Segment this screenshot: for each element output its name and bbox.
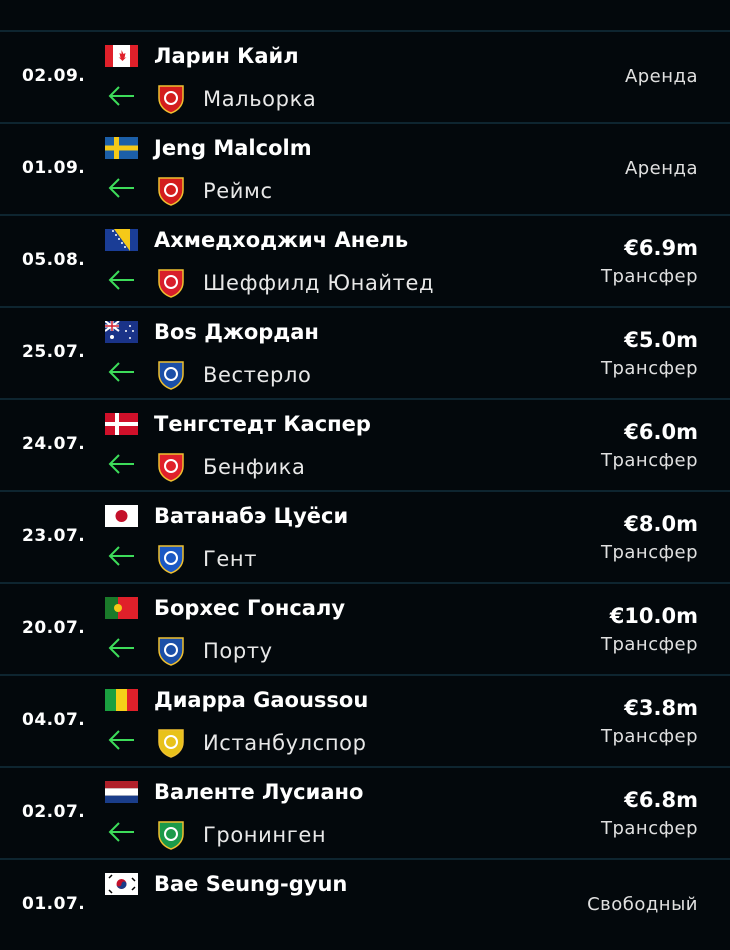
portugal-flag-icon bbox=[105, 597, 138, 619]
club-name[interactable]: Порту bbox=[203, 639, 273, 663]
transfer-row[interactable]: 05.08. Ахмедходжич Анель Шеффилд Юнайтед… bbox=[0, 214, 730, 306]
club-name[interactable]: Реймс bbox=[203, 179, 273, 203]
transfer-date: 20.07. bbox=[22, 618, 86, 638]
transfer-row[interactable]: 25.07. Bos Джордан Вестерло €5.0m Трансфер bbox=[0, 306, 730, 398]
south-korea-flag-icon bbox=[105, 873, 138, 895]
transfer-fee: €6.9m bbox=[624, 236, 698, 260]
club-crest-icon bbox=[158, 85, 184, 114]
transfer-type: Трансфер bbox=[600, 266, 698, 287]
player-name[interactable]: Борхес Гонсалу bbox=[154, 596, 346, 620]
transfer-type: Аренда bbox=[624, 66, 698, 87]
transfer-row[interactable]: 01.07. Bae Seung-gyun Свободный bbox=[0, 858, 730, 950]
transfer-type: Свободный bbox=[587, 894, 698, 915]
arrow-left-icon bbox=[108, 362, 134, 382]
club-name[interactable]: Бенфика bbox=[203, 455, 306, 479]
transfer-date: 25.07. bbox=[22, 342, 86, 362]
transfer-date: 02.07. bbox=[22, 802, 86, 822]
club-crest-icon bbox=[158, 637, 184, 666]
arrow-left-icon bbox=[108, 454, 134, 474]
bosnia-flag-icon bbox=[105, 229, 138, 251]
canada-flag-icon bbox=[105, 45, 138, 67]
transfer-fee: €8.0m bbox=[624, 512, 698, 536]
transfer-row[interactable]: 01.09. Jeng Malcolm Реймс Аренда bbox=[0, 122, 730, 214]
transfer-row[interactable]: 23.07. Ватанабэ Цуёси Гент €8.0m Трансфер bbox=[0, 490, 730, 582]
club-name[interactable]: Мальорка bbox=[203, 87, 317, 111]
transfer-row[interactable]: 20.07. Борхес Гонсалу Порту €10.0m Трансфе… bbox=[0, 582, 730, 674]
club-crest-icon bbox=[158, 177, 184, 206]
transfer-type: Аренда bbox=[624, 158, 698, 179]
transfer-type: Трансфер bbox=[600, 818, 698, 839]
player-name[interactable]: Ватанабэ Цуёси bbox=[154, 504, 349, 528]
club-name[interactable]: Истанбулспор bbox=[203, 731, 367, 755]
netherlands-flag-icon bbox=[105, 781, 138, 803]
transfer-row[interactable]: 04.07. Диарра Gaoussou Истанбулспор €3.8m… bbox=[0, 674, 730, 766]
transfer-type: Трансфер bbox=[600, 542, 698, 563]
transfer-date: 01.09. bbox=[22, 158, 86, 178]
club-name[interactable]: Вестерло bbox=[203, 363, 312, 387]
arrow-left-icon bbox=[108, 270, 134, 290]
transfer-type: Трансфер bbox=[600, 358, 698, 379]
club-name[interactable]: Шеффилд Юнайтед bbox=[203, 271, 435, 295]
player-name[interactable]: Bae Seung-gyun bbox=[154, 872, 348, 896]
transfer-row[interactable]: 24.07. Тенгстедт Каспер Бенфика €6.0m Тран… bbox=[0, 398, 730, 490]
transfer-fee: €3.8m bbox=[624, 696, 698, 720]
arrow-left-icon bbox=[108, 822, 134, 842]
player-name[interactable]: Bos Джордан bbox=[154, 320, 319, 344]
arrow-left-icon bbox=[108, 638, 134, 658]
transfer-type: Трансфер bbox=[600, 450, 698, 471]
player-name[interactable]: Диарра Gaoussou bbox=[154, 688, 369, 712]
player-name[interactable]: Тенгстедт Каспер bbox=[154, 412, 371, 436]
transfer-date: 04.07. bbox=[22, 710, 86, 730]
denmark-flag-icon bbox=[105, 413, 138, 435]
arrow-left-icon bbox=[108, 546, 134, 566]
player-name[interactable]: Ларин Кайл bbox=[154, 44, 299, 68]
transfer-type: Трансфер bbox=[600, 634, 698, 655]
mali-flag-icon bbox=[105, 689, 138, 711]
transfer-date: 05.08. bbox=[22, 250, 86, 270]
transfer-fee: €5.0m bbox=[624, 328, 698, 352]
club-crest-icon bbox=[158, 453, 184, 482]
club-crest-icon bbox=[158, 269, 184, 298]
transfer-date: 24.07. bbox=[22, 434, 86, 454]
japan-flag-icon bbox=[105, 505, 138, 527]
arrow-left-icon bbox=[108, 178, 134, 198]
australia-flag-icon bbox=[105, 321, 138, 343]
transfer-list: 02.09. Ларин Кайл Мальорка Аренда 01.09. J… bbox=[0, 30, 730, 950]
transfer-date: 01.07. bbox=[22, 894, 86, 914]
club-crest-icon bbox=[158, 361, 184, 390]
transfer-fee: €6.8m bbox=[624, 788, 698, 812]
transfer-row[interactable]: 02.09. Ларин Кайл Мальорка Аренда bbox=[0, 30, 730, 122]
club-crest-icon bbox=[158, 545, 184, 574]
transfer-fee: €10.0m bbox=[609, 604, 698, 628]
sweden-flag-icon bbox=[105, 137, 138, 159]
transfer-fee: €6.0m bbox=[624, 420, 698, 444]
arrow-left-icon bbox=[108, 730, 134, 750]
transfer-type: Трансфер bbox=[600, 726, 698, 747]
transfer-row[interactable]: 02.07. Валенте Лусиано Гронинген €6.8m Тра… bbox=[0, 766, 730, 858]
player-name[interactable]: Валенте Лусиано bbox=[154, 780, 364, 804]
transfer-date: 23.07. bbox=[22, 526, 86, 546]
club-name[interactable]: Гронинген bbox=[203, 823, 327, 847]
club-name[interactable]: Гент bbox=[203, 547, 258, 571]
club-crest-icon bbox=[158, 729, 184, 758]
arrow-left-icon bbox=[108, 86, 134, 106]
club-crest-icon bbox=[158, 821, 184, 850]
transfer-date: 02.09. bbox=[22, 66, 86, 86]
player-name[interactable]: Jeng Malcolm bbox=[154, 136, 312, 160]
player-name[interactable]: Ахмедходжич Анель bbox=[154, 228, 409, 252]
